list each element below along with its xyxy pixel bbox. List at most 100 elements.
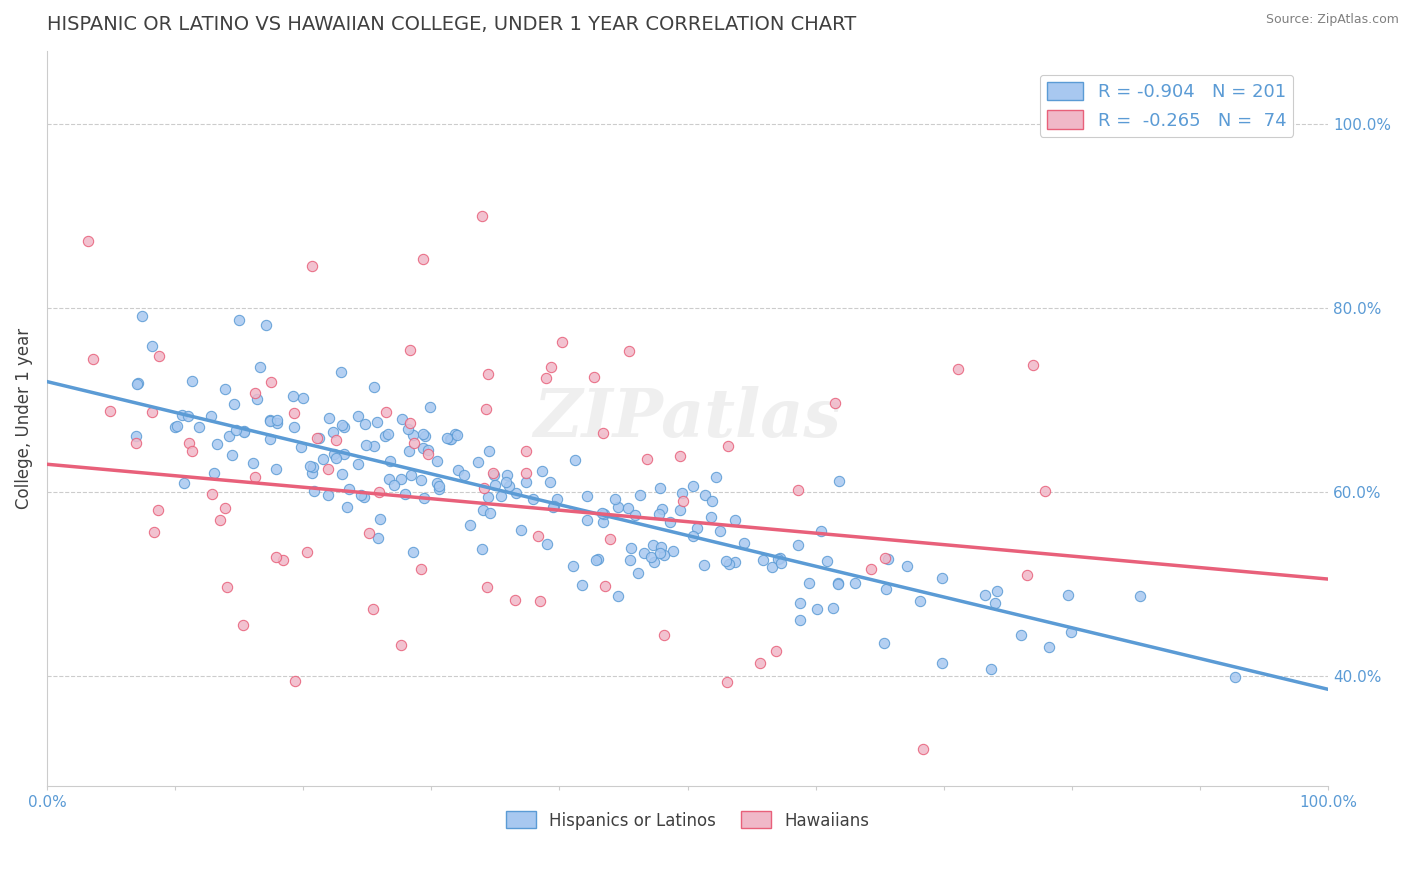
Point: [571, 578, 593, 592]
Point: [980, 662, 1002, 676]
Point: [142, 525, 165, 540]
Point: [409, 562, 432, 576]
Point: [752, 553, 775, 567]
Point: [225, 423, 247, 437]
Point: [540, 360, 562, 375]
Point: [378, 472, 401, 486]
Point: [299, 459, 322, 474]
Point: [363, 380, 385, 394]
Point: [672, 494, 695, 508]
Point: [427, 479, 450, 493]
Point: [859, 561, 882, 575]
Point: [477, 368, 499, 382]
Point: [724, 555, 747, 569]
Point: [787, 483, 810, 497]
Point: [242, 456, 264, 470]
Point: [180, 443, 202, 458]
Point: [141, 405, 163, 419]
Point: [245, 392, 267, 406]
Point: [330, 417, 353, 432]
Point: [188, 419, 211, 434]
Point: [260, 375, 283, 389]
Point: [336, 500, 359, 514]
Point: [478, 444, 501, 458]
Text: Source: ZipAtlas.com: Source: ZipAtlas.com: [1265, 13, 1399, 27]
Point: [543, 500, 565, 514]
Point: [453, 467, 475, 482]
Point: [748, 656, 770, 670]
Point: [479, 506, 502, 520]
Point: [173, 475, 195, 490]
Point: [359, 526, 381, 541]
Point: [316, 462, 339, 476]
Point: [1010, 628, 1032, 642]
Point: [789, 596, 811, 610]
Point: [477, 491, 499, 505]
Point: [686, 521, 709, 535]
Point: [505, 485, 527, 500]
Point: [337, 482, 360, 496]
Point: [353, 490, 375, 504]
Point: [627, 566, 650, 581]
Point: [761, 559, 783, 574]
Point: [931, 571, 953, 585]
Point: [585, 552, 607, 566]
Point: [495, 475, 517, 489]
Point: [177, 436, 200, 450]
Point: [375, 404, 398, 418]
Point: [607, 589, 630, 603]
Point: [412, 252, 434, 267]
Point: [702, 493, 724, 508]
Point: [974, 588, 997, 602]
Point: [769, 551, 792, 566]
Point: [717, 439, 740, 453]
Point: [333, 420, 356, 434]
Point: [201, 487, 224, 501]
Point: [828, 474, 851, 488]
Point: [948, 361, 970, 376]
Point: [301, 259, 323, 273]
Point: [347, 457, 370, 471]
Point: [669, 450, 692, 464]
Point: [628, 488, 651, 502]
Point: [908, 594, 931, 608]
Point: [827, 576, 849, 591]
Point: [983, 596, 1005, 610]
Point: [648, 507, 671, 521]
Point: [592, 507, 614, 521]
Point: [243, 386, 266, 401]
Point: [333, 447, 356, 461]
Point: [266, 550, 288, 565]
Point: [515, 444, 537, 458]
Point: [416, 442, 439, 457]
Point: [534, 371, 557, 385]
Point: [700, 510, 723, 524]
Point: [284, 673, 307, 688]
Point: [654, 548, 676, 562]
Point: [440, 432, 463, 446]
Point: [591, 506, 613, 520]
Point: [218, 428, 240, 442]
Point: [131, 309, 153, 323]
Point: [304, 483, 326, 498]
Point: [426, 454, 449, 468]
Point: [427, 482, 450, 496]
Point: [489, 489, 512, 503]
Point: [827, 576, 849, 591]
Point: [471, 502, 494, 516]
Point: [620, 541, 643, 555]
Point: [477, 580, 499, 594]
Point: [125, 376, 148, 391]
Point: [522, 492, 544, 507]
Point: [576, 513, 599, 527]
Point: [693, 488, 716, 502]
Point: [669, 503, 692, 517]
Point: [844, 575, 866, 590]
Point: [531, 464, 554, 478]
Point: [648, 546, 671, 560]
Point: [787, 538, 810, 552]
Point: [404, 436, 426, 450]
Point: [98, 403, 121, 417]
Point: [1129, 590, 1152, 604]
Point: [607, 500, 630, 514]
